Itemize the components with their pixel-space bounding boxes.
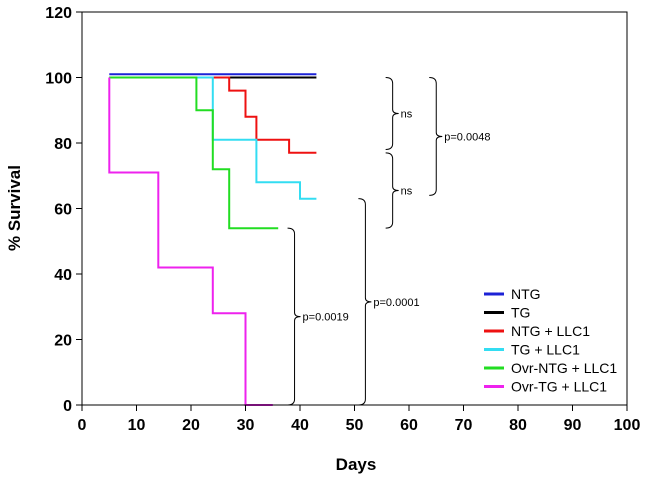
significance-label: p=0.0001	[373, 297, 419, 309]
x-axis-title: Days	[336, 455, 377, 474]
y-tick-label: 120	[45, 5, 72, 22]
x-tick-label: 50	[346, 417, 364, 434]
x-tick-label: 60	[400, 417, 418, 434]
y-tick-label: 0	[63, 398, 72, 415]
x-tick-label: 90	[564, 417, 582, 434]
significance-label: ns	[401, 185, 413, 197]
significance-bracket	[287, 227, 301, 406]
x-tick-label: 20	[182, 417, 200, 434]
significance-bracket	[429, 77, 443, 196]
significance-bracket	[385, 152, 399, 229]
legend-label: TG + LLC1	[511, 342, 580, 358]
y-tick-label: 20	[54, 333, 72, 350]
y-tick-label: 100	[45, 71, 72, 88]
legend-label: Ovr-NTG + LLC1	[511, 360, 617, 376]
x-tick-label: 30	[237, 417, 255, 434]
series-line-ntg-llc1	[109, 76, 317, 154]
series-line-ovr-ntg-llc1	[109, 76, 279, 230]
x-tick-label: 100	[614, 417, 641, 434]
y-tick-label: 40	[54, 267, 72, 284]
x-tick-label: 40	[291, 417, 309, 434]
legend-label: TG	[511, 305, 530, 321]
significance-label: p=0.0019	[303, 312, 349, 324]
significance-label: p=0.0048	[444, 131, 490, 143]
x-tick-label: 70	[455, 417, 473, 434]
legend-label: Ovr-TG + LLC1	[511, 379, 607, 395]
y-axis-title: % Survival	[5, 165, 24, 251]
x-tick-label: 10	[128, 417, 146, 434]
legend-label: NTG	[511, 286, 541, 302]
x-tick-label: 80	[509, 417, 527, 434]
significance-bracket	[385, 77, 399, 151]
legend-label: NTG + LLC1	[511, 323, 590, 339]
series-line-ovr-tg-llc1	[108, 77, 273, 406]
significance-bracket	[358, 198, 372, 406]
significance-label: ns	[401, 109, 413, 121]
y-tick-label: 80	[54, 136, 72, 153]
x-tick-label: 0	[78, 417, 87, 434]
y-tick-label: 60	[54, 202, 72, 219]
series-line-tg-llc1	[109, 76, 317, 200]
